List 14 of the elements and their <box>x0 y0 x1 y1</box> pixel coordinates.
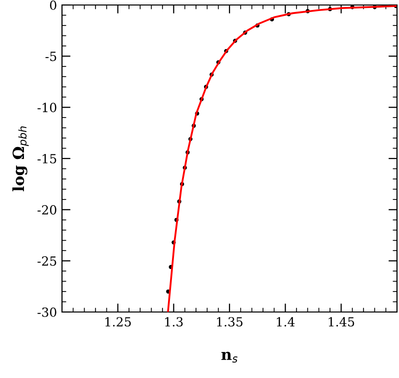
y-tick-label: -10 <box>38 102 56 112</box>
x-tick-label: 1.4 <box>276 317 295 327</box>
x-tick-label: 1.25 <box>105 317 131 327</box>
y-tick-label: -25 <box>38 256 56 266</box>
y-axis-title: log Ω$_{pbh}$ <box>12 126 29 192</box>
y-tick-label: -5 <box>46 52 56 62</box>
x-tick-label: 1.35 <box>217 317 242 327</box>
y-tick-label: -20 <box>38 205 56 215</box>
x-axis-title: n$_{s}$ <box>221 352 238 363</box>
y-tick-label: 0 <box>50 0 56 10</box>
y-tick-label: -15 <box>38 154 56 164</box>
x-tick-label: 1.45 <box>328 317 354 327</box>
y-tick-label: -30 <box>38 307 56 317</box>
x-tick-label: 1.3 <box>165 317 183 327</box>
